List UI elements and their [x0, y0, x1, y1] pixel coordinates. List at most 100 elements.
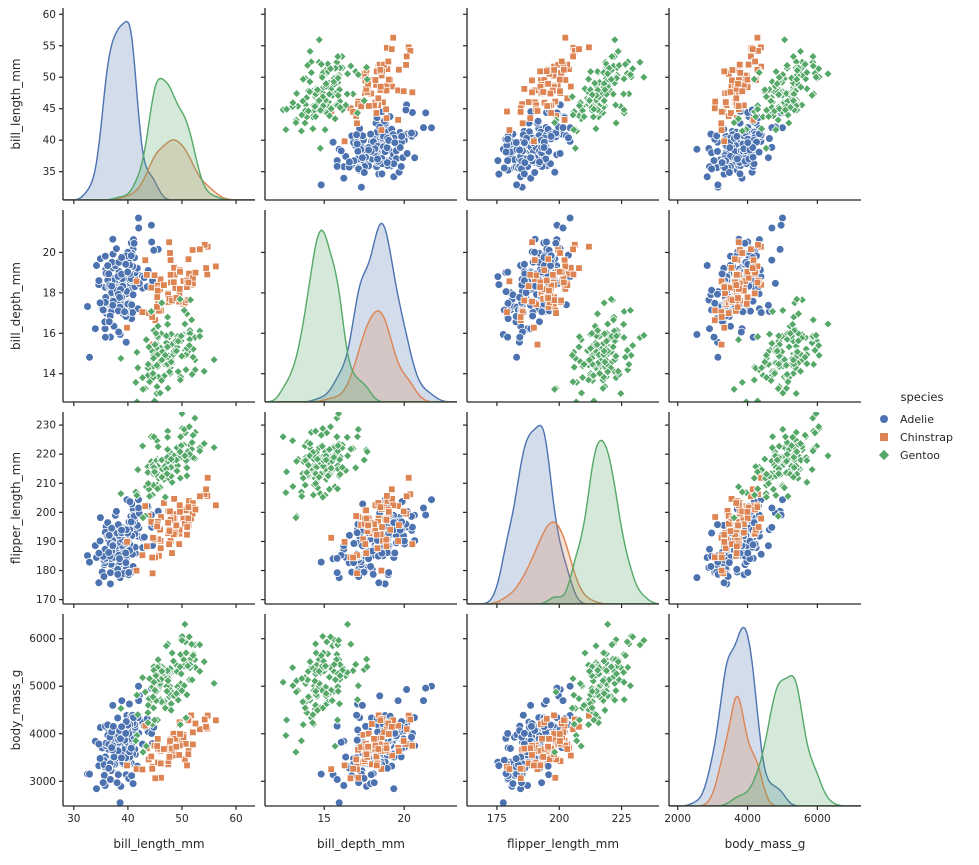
kde-adelie [467, 424, 659, 604]
scatter-panel [493, 34, 649, 192]
y-tick-label: 6000 [29, 633, 56, 645]
y-tick-label: 170 [36, 594, 56, 606]
scatter-adelie [493, 100, 575, 192]
gentoo-diamond-icon [878, 449, 890, 461]
subplot-flipper_length_mm-vs-body_mass_g [665, 412, 861, 608]
scatter-chinstrap [327, 474, 416, 577]
legend-label-adelie: Adelie [900, 412, 934, 426]
x-tick-label: 2000 [664, 813, 691, 825]
scatter-panel [493, 619, 649, 806]
kde-gentoo [63, 77, 255, 200]
y-tick-label: 200 [36, 507, 56, 519]
x-tick-label: 4000 [734, 813, 761, 825]
scatter-gentoo [116, 412, 219, 523]
legend-entry-chinstrap: Chinstrap [866, 428, 978, 446]
scatter-chinstrap [123, 238, 220, 349]
x-axis-label-body-mass: body_mass_g [724, 837, 806, 851]
legend-entry-adelie: Adelie [866, 410, 978, 428]
scatter-chinstrap [123, 474, 220, 577]
scatter-chinstrap [503, 238, 593, 349]
legend: species Adelie Chinstrap Gentoo [866, 390, 978, 464]
scatter-gentoo [549, 35, 649, 153]
kde-gentoo [669, 674, 861, 806]
subplot-flipper_length_mm-vs-bill_length_mm: 170 180 190 200 210 220 230 [36, 412, 255, 608]
scatter-chinstrap [503, 711, 593, 782]
x-axis-label-flipper-length: flipper_length_mm [506, 837, 620, 851]
scatter-chinstrap [327, 711, 416, 782]
subplot-body_mass_g-vs-body_mass_g: 2000 4000 6000 [664, 614, 861, 825]
y-tick-label: 5000 [29, 681, 56, 693]
x-axis-label-bill-length: bill_length_mm [113, 837, 205, 851]
scatter-panel [83, 213, 220, 402]
y-tick-label: 220 [36, 449, 56, 461]
subplot-bill_depth_mm-vs-flipper_length_mm [463, 210, 659, 406]
scatter-panel [493, 213, 649, 402]
kde-gentoo [467, 439, 659, 604]
scatter-panel [83, 412, 220, 589]
subplot-body_mass_g-vs-flipper_length_mm: 175 200 225 [463, 614, 659, 825]
scatter-gentoo [729, 412, 833, 523]
scatter-gentoo [116, 619, 219, 757]
kde-panel [265, 222, 457, 402]
y-tick-label: 45 [43, 103, 56, 115]
x-tick-label: 6000 [804, 813, 831, 825]
scatter-chinstrap [123, 711, 220, 782]
x-tick-label: 50 [175, 813, 188, 825]
subplot-bill_depth_mm-vs-bill_length_mm: 14 16 18 20 [43, 210, 255, 406]
chinstrap-square-icon [880, 433, 888, 441]
kde-chinstrap [467, 521, 659, 604]
scatter-gentoo [549, 294, 649, 402]
kde-adelie [63, 20, 255, 200]
x-tick-label: 15 [318, 813, 331, 825]
x-tick-label: 60 [229, 813, 242, 825]
x-tick-label: 225 [612, 813, 632, 825]
subplot-body_mass_g-vs-bill_length_mm: 30 40 50 60 3000 4000 5000 6000 [29, 614, 255, 825]
subplot-bill_length_mm-vs-bill_length_mm: 35 40 45 50 55 60 [43, 8, 255, 204]
scatter-panel [278, 619, 436, 806]
adelie-circle-icon [880, 415, 888, 423]
legend-label-chinstrap: Chinstrap [900, 430, 953, 444]
scatter-gentoo [729, 35, 833, 153]
subplot-bill_depth_mm-vs-bill_depth_mm [261, 210, 457, 406]
scatter-adelie [83, 495, 163, 589]
y-tick-label: 3000 [29, 776, 56, 788]
legend-title: species [900, 390, 944, 404]
kde-gentoo [265, 229, 457, 402]
scatter-gentoo [278, 35, 372, 153]
scatter-chinstrap [711, 238, 765, 349]
scatter-panel [83, 619, 220, 806]
y-tick-label: 50 [43, 72, 56, 84]
scatter-panel [692, 34, 833, 192]
scatter-adelie [83, 681, 163, 806]
scatter-gentoo [278, 619, 372, 757]
scatter-adelie [83, 213, 163, 362]
subplot-flipper_length_mm-vs-flipper_length_mm [463, 412, 659, 608]
subplot-bill_depth_mm-vs-body_mass_g [665, 210, 861, 406]
y-tick-label: 18 [43, 287, 56, 299]
subplot-body_mass_g-vs-bill_depth_mm: 15 20 [261, 614, 457, 825]
kde-adelie [669, 626, 861, 806]
y-tick-label: 55 [43, 40, 56, 52]
subplot-flipper_length_mm-vs-bill_depth_mm [261, 412, 457, 608]
scatter-chinstrap [503, 34, 593, 145]
x-tick-label: 20 [398, 813, 411, 825]
scatter-gentoo [549, 619, 649, 757]
legend-label-gentoo: Gentoo [900, 448, 941, 462]
y-tick-label: 4000 [29, 728, 56, 740]
scatter-gentoo [278, 412, 372, 523]
subplot-bill_length_mm-vs-bill_depth_mm [261, 8, 457, 204]
subplot-bill_length_mm-vs-body_mass_g [665, 8, 861, 204]
kde-adelie [265, 222, 457, 402]
scatter-panel [278, 412, 436, 589]
y-tick-label: 16 [43, 328, 57, 340]
y-axis-label-bill-length: bill_length_mm [9, 58, 23, 150]
kde-panel [63, 20, 255, 200]
x-axis-label-bill-depth: bill_depth_mm [317, 837, 405, 851]
kde-panel [669, 626, 861, 806]
y-axis-label-flipper-length: flipper_length_mm [9, 451, 23, 565]
scatter-panel [692, 412, 833, 589]
y-tick-label: 14 [43, 368, 57, 380]
kde-panel [467, 424, 659, 604]
